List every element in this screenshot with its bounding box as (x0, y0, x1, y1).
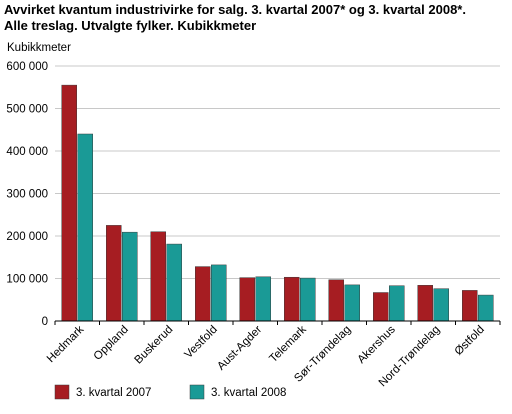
y-tick-label: 0 (42, 316, 48, 328)
bar (300, 277, 316, 322)
bar (255, 276, 271, 322)
legend-label: 3. kvartal 2007 (76, 387, 151, 399)
y-tick-label: 600 000 (6, 61, 48, 73)
x-axis: Hedmark Oppland Buskerud VestfoldAust-Agder… (45, 320, 501, 389)
bar (122, 231, 138, 322)
x-tick-label: Akershus (355, 323, 398, 366)
y-tick-label: 400 000 (6, 146, 48, 158)
chart-title: Avvirket kvantum industrivirke for salg.… (4, 2, 510, 34)
y-tick-label: 300 000 (6, 189, 48, 201)
chart-title-line-1: Avvirket kvantum industrivirke for salg.… (4, 2, 466, 17)
x-tick-label: Aust-Agder (215, 324, 264, 373)
bar (166, 243, 182, 322)
bar (417, 285, 433, 322)
bar (462, 290, 478, 322)
y-tick-label: 200 000 (6, 231, 48, 243)
x-tick-label: Vestfold (182, 324, 219, 361)
x-tick-label: Telemark (267, 323, 309, 365)
x-tick-label: Østfold (453, 324, 487, 358)
y-axis-title: Kubikkmeter (7, 42, 71, 54)
x-tick-label: Hedmark (45, 323, 87, 365)
bar (478, 294, 494, 322)
x-tick-label: Buskerud (133, 324, 176, 367)
y-axis: 0 100 000 200 000 300 000 400 000 500 000 600 … (6, 61, 48, 328)
y-tick-label: 100 000 (6, 274, 48, 286)
gridlines (55, 65, 500, 279)
bar (239, 277, 255, 322)
legend-swatch (189, 384, 205, 400)
bar (389, 285, 405, 322)
bar (106, 225, 122, 322)
legend-swatch (54, 384, 70, 400)
legend-label: 3. kvartal 2008 (211, 387, 286, 399)
y-tick-label: 500 000 (6, 104, 48, 116)
x-tick-label: Oppland (92, 324, 131, 363)
bar (195, 266, 211, 322)
legend: 3. kvartal 2007 3. kvartal 2008 (54, 384, 286, 400)
chart-title-line-2: Alle treslag. Utvalgte fylker. Kubikkmet… (4, 18, 257, 33)
bar (150, 231, 166, 322)
bar (211, 264, 227, 322)
bar (284, 276, 300, 322)
bar (344, 284, 360, 322)
bars (61, 84, 494, 322)
bar (328, 279, 344, 322)
bar (61, 84, 77, 322)
bar (373, 292, 389, 322)
bar (77, 133, 93, 322)
bar (433, 288, 449, 322)
